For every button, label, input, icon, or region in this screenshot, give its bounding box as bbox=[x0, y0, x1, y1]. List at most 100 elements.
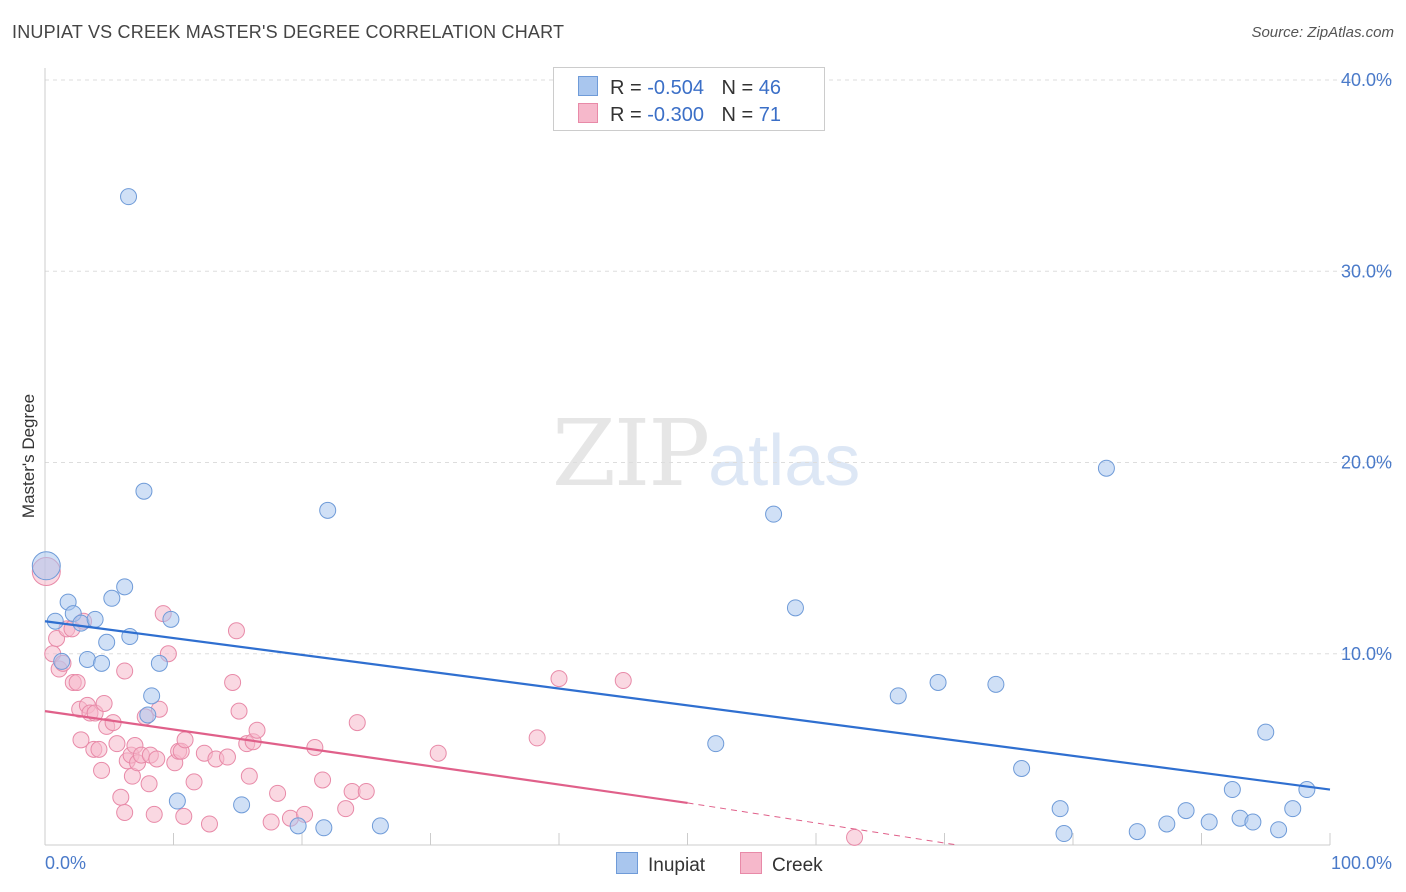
watermark: ZIPatlas bbox=[552, 400, 860, 507]
creek-point bbox=[140, 775, 158, 793]
legend-r-label: R = bbox=[610, 104, 642, 126]
inupiat-point bbox=[1223, 781, 1241, 799]
creek-trend-extension bbox=[687, 802, 958, 846]
y-tick-label: 40.0% bbox=[1341, 70, 1392, 90]
inupiat-point bbox=[1244, 813, 1262, 831]
inupiat-point bbox=[765, 505, 783, 523]
inupiat-swatch bbox=[616, 852, 638, 874]
creek-point bbox=[528, 729, 546, 747]
inupiat-point bbox=[707, 735, 725, 753]
inupiat-point bbox=[78, 650, 96, 668]
inupiat-point bbox=[1128, 823, 1146, 841]
inupiat-point bbox=[162, 610, 180, 628]
inupiat-point bbox=[1298, 781, 1316, 799]
legend-r-value: -0.504 bbox=[647, 77, 704, 99]
creek-point bbox=[116, 662, 134, 680]
inupiat-point bbox=[889, 687, 907, 705]
inupiat-point bbox=[1200, 813, 1218, 831]
creek-swatch bbox=[578, 103, 598, 123]
creek-point bbox=[185, 773, 203, 791]
inupiat-point bbox=[1097, 459, 1115, 477]
inupiat-point bbox=[1284, 800, 1302, 818]
legend-r-value: -0.300 bbox=[647, 104, 704, 126]
legend-row-inupiat: R = -0.504 N = 46 bbox=[578, 76, 781, 100]
inupiat-point bbox=[315, 819, 333, 837]
inupiat-point bbox=[150, 654, 168, 672]
inupiat-point bbox=[233, 796, 251, 814]
creek-point bbox=[72, 731, 90, 749]
inupiat-point bbox=[1177, 802, 1195, 820]
inupiat-point bbox=[987, 675, 1005, 693]
creek-point bbox=[269, 784, 287, 802]
inupiat-point bbox=[1013, 760, 1031, 777]
inupiat-point bbox=[168, 792, 186, 810]
creek-point bbox=[145, 805, 163, 823]
creek-point bbox=[306, 738, 324, 756]
inupiat-trend-line bbox=[44, 620, 1331, 791]
inupiat-point bbox=[53, 652, 71, 670]
creek-point bbox=[148, 750, 166, 768]
creek-point bbox=[116, 803, 134, 821]
creek-point bbox=[175, 807, 193, 825]
inupiat-points bbox=[31, 188, 1316, 843]
inupiat-point bbox=[319, 501, 337, 519]
creek-point bbox=[262, 813, 280, 831]
bottom-legend-creek-label: Creek bbox=[772, 855, 823, 876]
inupiat-point bbox=[72, 614, 90, 632]
legend-row-creek: R = -0.300 N = 71 bbox=[578, 103, 781, 127]
creek-point bbox=[240, 767, 258, 785]
inupiat-point bbox=[1257, 723, 1275, 741]
creek-point bbox=[348, 714, 366, 732]
inupiat-point bbox=[143, 687, 161, 705]
legend-n-value: 71 bbox=[758, 104, 782, 126]
gridlines bbox=[45, 79, 1392, 655]
creek-point bbox=[846, 828, 864, 846]
chart-title: INUPIAT VS CREEK MASTER'S DEGREE CORRELA… bbox=[12, 22, 565, 42]
inupiat-point bbox=[289, 817, 307, 835]
creek-point bbox=[108, 735, 126, 753]
watermark-zip: ZIP bbox=[552, 400, 710, 507]
bottom-legend-inupiat: Inupiat bbox=[616, 852, 705, 877]
inupiat-point bbox=[116, 578, 134, 596]
creek-point bbox=[614, 672, 632, 690]
watermark-atlas: atlas bbox=[708, 421, 861, 501]
creek-point bbox=[429, 744, 447, 762]
creek-point bbox=[337, 800, 355, 818]
inupiat-swatch bbox=[578, 76, 598, 96]
inupiat-point bbox=[120, 188, 138, 206]
creek-point bbox=[357, 782, 375, 800]
creek-trend-line bbox=[44, 710, 688, 805]
inupiat-point bbox=[1158, 815, 1176, 833]
legend-n-label: N = bbox=[721, 77, 754, 99]
inupiat-point bbox=[139, 706, 157, 724]
inupiat-point bbox=[93, 654, 111, 672]
inupiat-point bbox=[1270, 821, 1288, 839]
x-tick-label: 0.0% bbox=[45, 853, 86, 873]
creek-point bbox=[93, 761, 111, 779]
creek-swatch bbox=[740, 852, 762, 874]
inupiat-point bbox=[86, 610, 104, 628]
creek-point bbox=[112, 788, 130, 806]
creek-point bbox=[95, 694, 113, 712]
trend-lines bbox=[44, 620, 1331, 846]
y-tick-label: 10.0% bbox=[1341, 644, 1392, 664]
inupiat-point bbox=[135, 482, 153, 500]
inupiat-point bbox=[929, 673, 947, 691]
legend-n-label: N = bbox=[721, 104, 754, 126]
creek-point bbox=[218, 748, 236, 766]
inupiat-point bbox=[1055, 825, 1073, 843]
creek-point bbox=[200, 815, 218, 833]
inupiat-point bbox=[31, 551, 61, 581]
creek-point bbox=[230, 702, 248, 720]
creek-point bbox=[550, 670, 568, 688]
inupiat-point bbox=[371, 817, 389, 835]
creek-point bbox=[248, 721, 266, 739]
creek-point bbox=[314, 771, 332, 789]
legend: R = -0.504 N = 46 R = -0.300 N = 71 bbox=[553, 67, 825, 131]
creek-point bbox=[224, 673, 242, 691]
creek-point bbox=[68, 673, 86, 691]
bottom-legend-inupiat-label: Inupiat bbox=[648, 855, 706, 876]
y-axis-label: Master's Degree bbox=[19, 394, 38, 518]
inupiat-point bbox=[103, 589, 121, 607]
